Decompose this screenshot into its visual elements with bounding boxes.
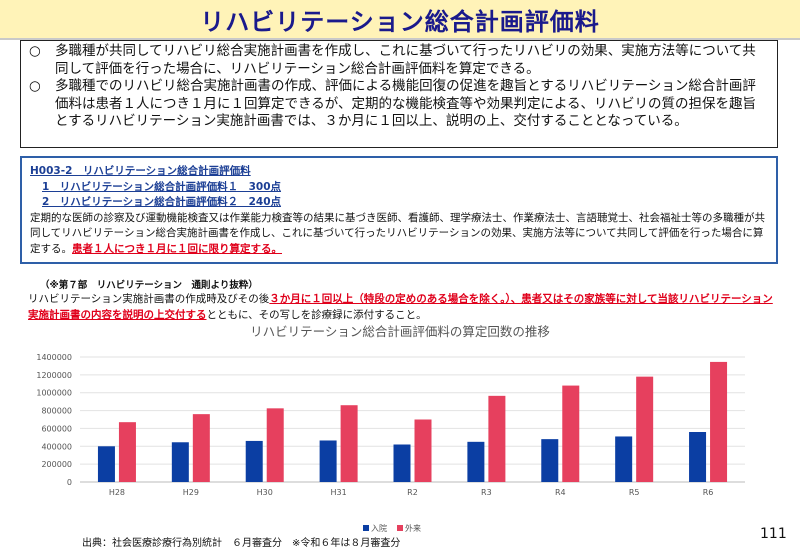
- y-tick-label: 1000000: [36, 389, 72, 398]
- x-tick-label: R2: [407, 488, 418, 497]
- fee-item-1: 1 リハビリテーション総合計画評価料１ 300点: [42, 180, 282, 193]
- bar-inpatient: [541, 439, 559, 482]
- bullet-mark: ○: [29, 78, 41, 94]
- note-text-start: リハビリテーション実施計画書の作成時及びその後: [28, 293, 270, 305]
- bar-outpatient: [710, 361, 728, 482]
- summary-box: ○ 多職種が共同してリハビリ総合実施計画書を作成し、これに基づいて行ったリハビリ…: [20, 40, 778, 148]
- x-tick-label: R3: [481, 488, 492, 497]
- bar-inpatient: [689, 432, 707, 482]
- bar-inpatient: [97, 446, 115, 482]
- y-tick-label: 1200000: [36, 371, 72, 380]
- y-tick-label: 200000: [41, 460, 72, 469]
- note-label: （※第７部 リハビリテーション 通則より抜粋）: [40, 280, 258, 291]
- legend-label: 外来: [405, 523, 421, 533]
- chart-title: リハビリテーション総合計画評価料の算定回数の推移: [250, 324, 550, 339]
- legend-label: 入院: [371, 523, 387, 533]
- x-tick-label: H31: [331, 488, 347, 497]
- note-text-emphasis: ３か月に１回以上（特段の定めのある場合を除く。）、患者又はその家族等に対して当該…: [28, 293, 773, 321]
- x-tick-label: R6: [703, 488, 714, 497]
- bullet-text: 多職種が共同してリハビリ総合実施計画書を作成し、これに基づいて行ったリハビリの効…: [55, 43, 756, 77]
- bar-outpatient: [414, 419, 432, 482]
- y-tick-label: 400000: [41, 442, 72, 451]
- bar-outpatient: [562, 385, 580, 482]
- x-tick-label: H29: [183, 488, 199, 497]
- fee-item-2: 2 リハビリテーション総合計画評価料２ 240点: [42, 196, 282, 208]
- bar-outpatient: [192, 414, 210, 482]
- bullet-text: 多職種でのリハビリ総合実施計画書の作成、評価による機能回復の促進を趣旨とするリハ…: [55, 78, 757, 129]
- bar-outpatient: [488, 395, 506, 482]
- y-tick-label: 1400000: [36, 353, 72, 362]
- fee-code-heading: H003-2 リハビリテーション総合計画評価料: [30, 165, 251, 177]
- note-text-end: とともに、その写しを診療録に添付すること。: [206, 309, 427, 321]
- fee-description-text: 定期的な医師の診察及び運動機能検査又は作業能力検査等の結果に基づき医師、看護師、…: [30, 211, 765, 255]
- fee-description: 定期的な医師の診察及び運動機能検査又は作業能力検査等の結果に基づき医師、看護師、…: [30, 211, 768, 258]
- bar-inpatient: [615, 436, 633, 482]
- y-tick-label: 600000: [41, 424, 72, 433]
- bar-inpatient: [171, 442, 189, 482]
- page-number: 111: [760, 526, 787, 542]
- note-text: リハビリテーション実施計画書の作成時及びその後３か月に１回以上（特段の定めのある…: [28, 291, 778, 323]
- x-tick-label: H28: [109, 488, 125, 497]
- bar-inpatient: [319, 440, 337, 482]
- bar-outpatient: [340, 405, 358, 482]
- fee-limit-text: 患者１人につき１月に１回に限り算定する。: [72, 242, 282, 255]
- x-tick-label: H30: [257, 488, 273, 497]
- legend-swatch: [397, 525, 403, 531]
- bar-outpatient: [118, 422, 136, 482]
- page-title: リハビリテーション総合計画評価料: [200, 7, 600, 36]
- fee-code-box: H003-2 リハビリテーション総合計画評価料 1 リハビリテーション総合計画評…: [20, 156, 778, 264]
- title-bar: リハビリテーション総合計画評価料: [0, 0, 800, 40]
- bar-inpatient: [467, 441, 485, 482]
- y-tick-label: 0: [67, 478, 72, 487]
- summary-bullet: ○ 多職種でのリハビリ総合実施計画書の作成、評価による機能回復の促進を趣旨とする…: [29, 78, 769, 131]
- bullet-mark: ○: [29, 43, 41, 59]
- bar-outpatient: [266, 408, 284, 482]
- summary-bullet: ○ 多職種が共同してリハビリ総合実施計画書を作成し、これに基づいて行ったリハビリ…: [29, 43, 769, 78]
- bar-inpatient: [393, 444, 411, 482]
- bar-chart: 0 200000 400000 600000 800000 1000000 1200000 1…: [36, 353, 745, 533]
- source-note: 出典：社会医療診療行為別統計 ６月審査分 ※令和６年は８月審査分: [82, 538, 401, 549]
- bar-outpatient: [636, 376, 654, 482]
- legend-swatch: [363, 525, 369, 531]
- y-tick-label: 800000: [41, 407, 72, 416]
- bar-inpatient: [245, 440, 263, 482]
- x-tick-label: R4: [555, 488, 566, 497]
- x-tick-label: R5: [629, 488, 640, 497]
